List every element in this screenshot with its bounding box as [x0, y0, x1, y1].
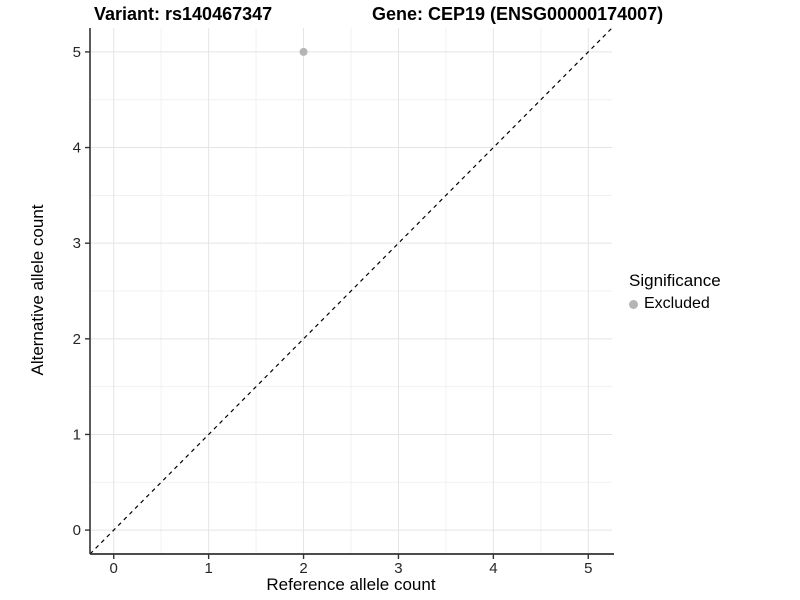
plot-title-gene: Gene: CEP19 (ENSG00000174007): [372, 4, 664, 24]
legend-title: Significance: [629, 271, 721, 290]
x-tick-label: 4: [489, 560, 497, 577]
excluded-point-icon: [629, 299, 638, 309]
y-tick-label: 5: [73, 44, 81, 61]
plot-title-variant: Variant: rs140467347: [94, 4, 273, 24]
data-point: [299, 47, 308, 56]
y-tick-label: 2: [73, 331, 81, 348]
axis-tick-labels: 0 1 2 3 4 5 0 1 2 3 4 5: [73, 44, 593, 577]
axis-ticks: [85, 51, 589, 559]
gridlines-minor: [90, 28, 612, 554]
y-tick-label: 1: [73, 426, 81, 443]
legend: Significance Excluded: [629, 271, 721, 313]
data-points: [299, 47, 308, 56]
y-tick-label: 4: [73, 140, 81, 157]
x-tick-label: 3: [394, 560, 402, 577]
y-axis-title: Alternative allele count: [28, 204, 47, 376]
x-tick-label: 1: [204, 560, 212, 577]
legend-item-label: Excluded: [644, 295, 710, 312]
y-tick-label: 3: [73, 235, 81, 252]
axis-lines: [89, 28, 614, 555]
x-tick-label: 0: [110, 560, 118, 577]
x-tick-label: 5: [584, 560, 592, 577]
gridlines-major: [90, 28, 612, 554]
y-tick-label: 0: [73, 522, 81, 539]
x-axis-title: Reference allele count: [266, 575, 436, 594]
x-tick-label: 2: [299, 560, 307, 577]
legend-item-excluded: Excluded: [629, 295, 721, 313]
identity-reference-line: [89, 27, 613, 555]
